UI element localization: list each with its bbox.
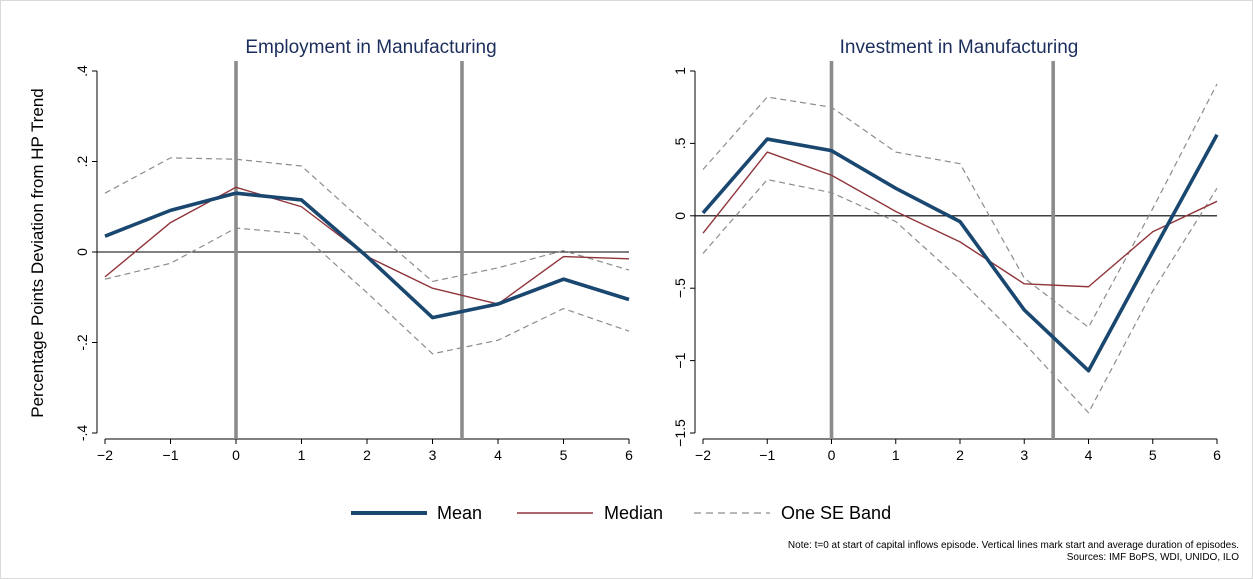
y-tick-label: 0 <box>74 248 90 256</box>
legend-label-se-band: One SE Band <box>781 503 891 523</box>
x-tick-label: 0 <box>828 447 836 463</box>
x-tick-label: 3 <box>1020 447 1028 463</box>
x-tick-label: 5 <box>1149 447 1157 463</box>
y-tick-label: −1.5 <box>672 419 688 447</box>
x-tick-label: 1 <box>298 447 306 463</box>
chart-title: Employment in Manufacturing <box>245 37 496 58</box>
x-tick-label: −1 <box>759 447 775 463</box>
x-tick-label: 5 <box>560 447 568 463</box>
x-tick-label: 4 <box>494 447 502 463</box>
y-tick-label: .5 <box>672 137 688 149</box>
series-line-median <box>702 151 1218 288</box>
note-text: Note: t=0 at start of capital inflows ep… <box>788 540 1239 551</box>
series-line-se-lower <box>104 227 630 355</box>
legend-label-median: Median <box>604 503 663 523</box>
x-tick-label: 6 <box>1213 447 1221 463</box>
x-tick-label: −2 <box>695 447 711 463</box>
x-tick-label: −1 <box>163 447 179 463</box>
legend: Mean Median One SE Band <box>351 503 891 523</box>
sources-text: Sources: IMF BoPS, WDI, UNIDO, ILO <box>1067 552 1239 563</box>
series-line-median <box>104 186 630 305</box>
x-tick-label: 6 <box>625 447 633 463</box>
y-tick-label: .4 <box>74 65 90 77</box>
x-tick-label: −2 <box>97 447 113 463</box>
y-tick-label: .2 <box>74 155 90 167</box>
y-tick-label: −1 <box>672 352 688 368</box>
y-axis-label: Percentage Points Deviation from HP Tren… <box>28 88 47 417</box>
x-tick-label: 3 <box>429 447 437 463</box>
series-line-se-upper <box>702 83 1218 328</box>
series-line-se-upper <box>104 157 630 283</box>
x-tick-label: 2 <box>956 447 964 463</box>
y-tick-label: −.5 <box>672 278 688 298</box>
y-tick-label: 1 <box>672 67 688 75</box>
series-line-mean <box>104 191 630 320</box>
x-tick-label: 4 <box>1085 447 1093 463</box>
series-line-se-lower <box>702 179 1218 414</box>
chart-panel-employment: Employment in Manufacturing -.4 -.2 0 .2 .4 −2… <box>74 37 633 463</box>
x-tick-label: 0 <box>232 447 240 463</box>
x-tick-label: 1 <box>892 447 900 463</box>
x-tick-label: 2 <box>363 447 371 463</box>
legend-label-mean: Mean <box>437 503 482 523</box>
series-line-mean <box>701 133 1219 373</box>
y-tick-label: -.2 <box>74 334 90 351</box>
chart-title: Investment in Manufacturing <box>840 37 1079 58</box>
chart-panel-investment: Investment in Manufacturing −1.5 −1 −.5 0 .5 1… <box>672 37 1221 463</box>
y-tick-label: 0 <box>672 212 688 220</box>
y-tick-label: -.4 <box>74 425 90 442</box>
